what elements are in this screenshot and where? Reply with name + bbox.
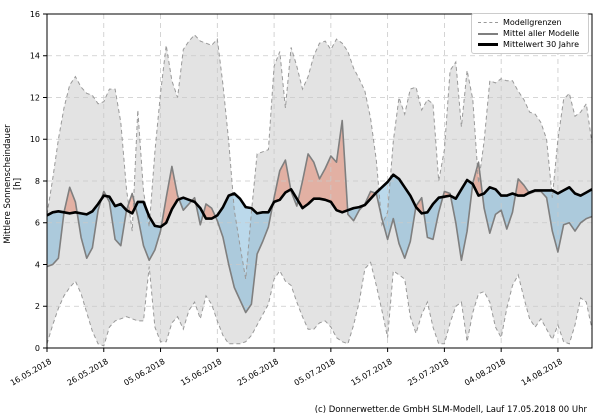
legend-item-mittel-aller-modelle: Mittel aller Modelle [478, 28, 583, 39]
y-tick-label: 12 [30, 93, 40, 102]
y-tick-label: 2 [35, 302, 40, 311]
x-tick-label: 14.08.2018 [520, 357, 564, 388]
legend: Modellgrenzen Mittel aller Modelle Mitte… [471, 13, 589, 54]
legend-label: Mittel aller Modelle [503, 29, 580, 38]
x-tick-label: 15.06.2018 [179, 357, 223, 388]
model-lower-bound-line [46, 261, 593, 347]
dashed-line-swatch-icon [478, 22, 498, 23]
gridlines [47, 14, 592, 348]
x-tick-label: 05.07.2018 [293, 357, 337, 388]
legend-label: Modellgrenzen [503, 18, 562, 27]
x-tick-label: 16.05.2018 [9, 357, 53, 388]
y-tick-label: 16 [30, 10, 40, 19]
copyright-caption: (c) Donnerwetter.de GmbH SLM-Modell, Lau… [314, 405, 587, 415]
model-upper-bound-line [46, 34, 593, 280]
model-range-band [47, 34, 592, 346]
x-tick-label: 26.05.2018 [66, 357, 110, 388]
climatology-line [46, 173, 593, 229]
x-tick-label: 25.07.2018 [406, 357, 450, 388]
y-tick-label: 10 [30, 135, 40, 144]
y-tick-label: 6 [35, 219, 40, 228]
x-tick-labels: 16.05.2018 26.05.2018 05.06.2018 15.06.2018… [9, 357, 564, 388]
x-tick-label: 25.06.2018 [236, 357, 280, 388]
y-axis-label: Mittlere Sonnenscheindauer [h] [3, 124, 23, 244]
x-tick-label: 04.08.2018 [463, 357, 507, 388]
legend-item-modellgrenzen: Modellgrenzen [478, 17, 583, 28]
legend-item-mittelwert-30-jahre: Mittelwert 30 Jahre [478, 39, 583, 50]
axis-ticks [43, 13, 559, 352]
model-mean-line [46, 119, 593, 314]
y-tick-label: 14 [30, 52, 40, 61]
x-tick-label: 15.07.2018 [349, 357, 393, 388]
legend-label: Mittelwert 30 Jahre [503, 40, 580, 49]
y-tick-label: 4 [35, 260, 40, 269]
black-line-swatch-icon [478, 43, 498, 46]
y-tick-label: 8 [35, 177, 40, 186]
y-tick-label: 0 [35, 344, 40, 353]
gray-line-swatch-icon [478, 32, 498, 35]
y-tick-labels: 0 2 4 6 8 10 12 14 16 [30, 10, 40, 353]
x-tick-label: 05.06.2018 [122, 357, 166, 388]
